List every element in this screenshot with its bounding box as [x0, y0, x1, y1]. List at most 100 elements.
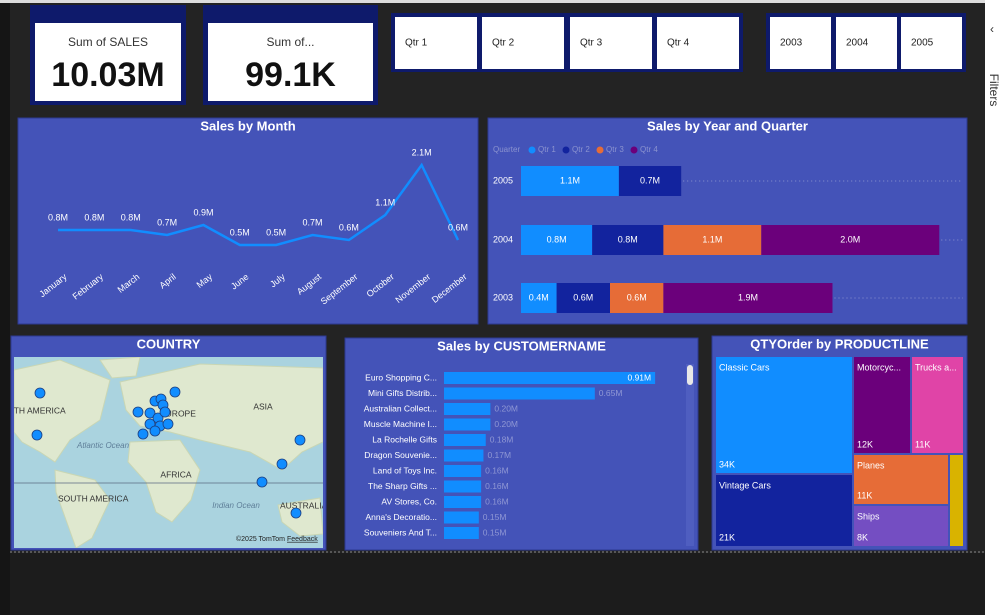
- slicer-button[interactable]: [657, 17, 739, 69]
- data-label: 0.8M: [48, 212, 68, 222]
- y-tick-label: 2003: [493, 292, 513, 302]
- tile-label: Trucks a...: [915, 362, 957, 372]
- chart-title: COUNTRY: [137, 336, 201, 351]
- map-attribution: ©2025 TomTom: [236, 535, 285, 543]
- filters-pane[interactable]: [985, 0, 1000, 615]
- bar-segment: [663, 225, 762, 255]
- data-label: 0.5M: [266, 227, 286, 237]
- filters-label: Filters: [987, 74, 1000, 107]
- data-label: 0.8M: [84, 212, 104, 222]
- slicer-label: 2005: [911, 38, 934, 49]
- data-label: 0.7M: [157, 217, 177, 227]
- top-strip: [0, 0, 985, 3]
- data-label: 0.8M: [547, 234, 567, 244]
- data-label: 0.65M: [599, 388, 623, 398]
- chart-title: Sales by CUSTOMERNAME: [437, 338, 606, 353]
- card: [35, 23, 181, 101]
- map-bubble[interactable]: [149, 425, 161, 437]
- tile-value: 11K: [915, 439, 930, 449]
- slicer-button[interactable]: [482, 17, 564, 69]
- y-tick-label: Anna's Decoratio...: [365, 512, 437, 522]
- data-label: 0.8M: [121, 212, 141, 222]
- data-label: 0.20M: [494, 403, 518, 413]
- map-label: AFRICA: [160, 469, 192, 479]
- data-label: 0.18M: [490, 434, 514, 444]
- filters-collapse: ‹: [990, 22, 994, 36]
- slicer-button[interactable]: [901, 17, 962, 69]
- tile-value: 8K: [857, 532, 868, 542]
- card-value: 99.1K: [245, 56, 336, 94]
- tile-label: Vintage Cars: [719, 480, 771, 490]
- bar-segment: [592, 225, 664, 255]
- tile-value: 34K: [719, 459, 735, 469]
- bar: [444, 372, 656, 384]
- tile-value: 12K: [857, 439, 873, 449]
- data-label: 0.6M: [339, 222, 359, 232]
- bar: [444, 511, 479, 524]
- map-bubble[interactable]: [144, 407, 156, 419]
- y-tick-label: The Sharp Gifts ...: [368, 481, 437, 491]
- slicer-button[interactable]: [836, 17, 897, 69]
- map-bubble[interactable]: [276, 458, 288, 470]
- legend-marker: [528, 146, 536, 154]
- map-bubble[interactable]: [256, 476, 268, 488]
- data-label: 0.91M: [627, 372, 651, 382]
- slicer-button[interactable]: [395, 17, 477, 69]
- bar: [444, 403, 491, 415]
- data-label: 0.16M: [485, 496, 509, 506]
- bar: [444, 449, 484, 462]
- slicer-button[interactable]: [570, 17, 652, 69]
- bar-segment: [610, 283, 664, 313]
- bar: [444, 480, 482, 493]
- y-tick-label: Mini Gifts Distrib...: [368, 388, 437, 398]
- map-bubble[interactable]: [31, 429, 43, 441]
- legend-marker: [562, 146, 570, 154]
- map-bubble[interactable]: [290, 507, 302, 519]
- slicer-label: Qtr 4: [667, 38, 690, 49]
- map-bubble[interactable]: [137, 428, 149, 440]
- slicer-label: 2003: [780, 38, 803, 49]
- y-tick-label: Euro Shopping C...: [365, 372, 437, 382]
- scroll-thumb[interactable]: [687, 365, 693, 385]
- tile-label: Classic Cars: [719, 362, 770, 372]
- data-label: 0.9M: [193, 207, 213, 217]
- canvas-bottom: [10, 553, 985, 615]
- slicer-label: 2004: [846, 38, 869, 49]
- data-label: 0.20M: [494, 419, 518, 429]
- data-label: 1.1M: [375, 197, 395, 207]
- land: [127, 439, 201, 523]
- map-bubble[interactable]: [169, 386, 181, 398]
- bar-segment: [761, 225, 940, 255]
- tile-label: Motorcyc...: [857, 362, 901, 372]
- data-label: 2.0M: [840, 234, 860, 244]
- land: [277, 497, 323, 537]
- y-tick-label: AV Stores, Co.: [381, 496, 437, 506]
- map-bubble[interactable]: [159, 406, 171, 418]
- map-bubble[interactable]: [162, 418, 174, 430]
- data-label: 0.4M: [529, 292, 549, 302]
- y-tick-label: La Rochelle Gifts: [372, 434, 437, 444]
- legend-title: Quarter: [493, 145, 520, 154]
- tile-label: Ships: [857, 511, 880, 521]
- data-label: 1.9M: [738, 292, 758, 302]
- data-label: 0.8M: [618, 234, 638, 244]
- slicer-button[interactable]: [770, 17, 831, 69]
- map-label: NORTH AMERICA: [0, 405, 66, 415]
- legend-label: Qtr 4: [640, 145, 658, 154]
- card-label: Sum of SALES: [68, 35, 148, 49]
- map-bubble[interactable]: [34, 387, 46, 399]
- map-bubble[interactable]: [294, 434, 306, 446]
- land: [99, 357, 141, 379]
- tile-value: 21K: [719, 532, 735, 542]
- map[interactable]: NORTH AMERICA EUROPE ASIA Atlantic Ocean AFR…: [0, 357, 328, 548]
- legend-label: Qtr 1: [538, 145, 556, 154]
- data-label: 0.16M: [485, 481, 509, 491]
- data-label: 0.7M: [303, 217, 323, 227]
- bar-segment: [521, 225, 593, 255]
- y-tick-label: Muscle Machine I...: [364, 419, 437, 429]
- map-bubble[interactable]: [132, 406, 144, 418]
- canvas-left-strip: [0, 0, 10, 615]
- map-label: SOUTH AMERICA: [58, 493, 129, 503]
